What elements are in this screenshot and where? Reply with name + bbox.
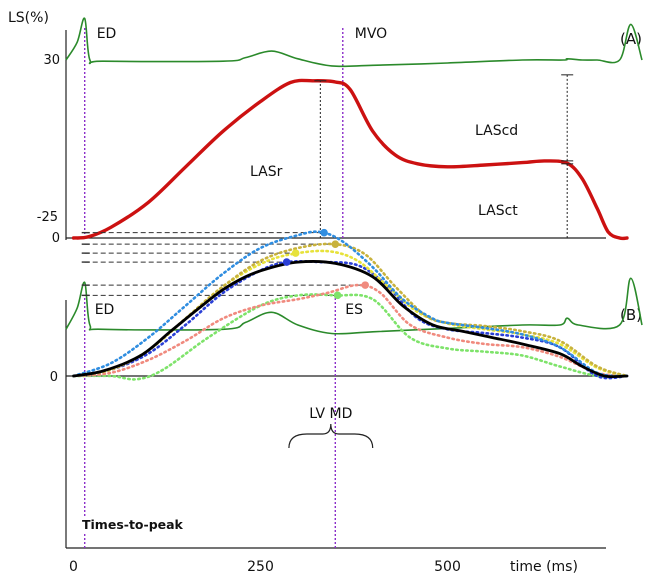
- panel-b-annotations: LV MD Times-to-peak: [78, 406, 374, 532]
- panel-a-ytick-label: 30: [43, 53, 60, 68]
- panel-b-peaks: [282, 228, 370, 300]
- segment-strain-line: [72, 260, 629, 380]
- panel-b-series: [72, 230, 629, 381]
- lv-md-brace: [288, 423, 374, 449]
- panel-b-ytick-label: 0: [50, 370, 58, 385]
- segment-strain-line: [72, 230, 629, 378]
- panel-b-marker-label: ED: [95, 302, 115, 318]
- panel-b-markers: ED ES: [84, 298, 363, 548]
- panel-a-measurements: LASr LAScd LASct: [250, 74, 574, 239]
- segment-strain-line: [72, 283, 629, 378]
- peak-marker: [333, 291, 342, 300]
- panel-a-strain-line: [71, 78, 629, 241]
- measurement-label: LAScd: [475, 123, 518, 139]
- panel-a-marker-label: ED: [97, 26, 117, 42]
- panel-a-yticks: 0 30: [43, 53, 60, 246]
- peak-marker: [282, 258, 291, 266]
- panel-b-xtick-label: 0: [69, 559, 78, 575]
- times-to-peak-label-bg: [78, 516, 196, 532]
- panel-b-yticks: 0 -25: [37, 210, 58, 385]
- peak-marker: [331, 240, 340, 248]
- segment-strain-line: [72, 293, 629, 381]
- panel-a-markers: ED MVO: [84, 26, 387, 240]
- panel-a-ecg: [65, 17, 643, 68]
- panel-b-xticks: 0 250 500: [69, 559, 461, 575]
- panel-a-strain: [71, 78, 629, 241]
- peak-marker: [291, 249, 300, 257]
- panel-b: (B) 0-25 0 250 500 ED ES LV MDTimes-to-peak…: [37, 210, 643, 575]
- lv-md-label: LV MD: [309, 406, 352, 422]
- panel-b-ytick-label: -25: [37, 210, 58, 225]
- panel-a-marker-label: MVO: [355, 26, 387, 42]
- panel-b-ecg: [65, 277, 643, 335]
- measurement-label: LASr: [250, 164, 283, 180]
- average-strain-line: [72, 260, 629, 379]
- panel-b-marker-label: ES: [345, 302, 363, 318]
- panel-b-xlabel: time (ms): [510, 559, 578, 575]
- measurement-label: LASct: [478, 203, 518, 219]
- panel-a-ytick-label: 0: [52, 231, 60, 246]
- panel-b-xtick-label: 250: [247, 559, 274, 575]
- panel-a-ecg-line: [65, 17, 643, 68]
- panel-b-axes: [65, 300, 606, 549]
- peak-marker: [361, 281, 370, 289]
- peak-marker: [320, 228, 328, 237]
- panel-a-axes: [65, 30, 606, 240]
- panel-b-xtick-label: 500: [434, 559, 461, 575]
- panel-b-ecg-line: [65, 277, 643, 335]
- panel-a-ylabel: LS(%): [8, 10, 49, 26]
- times-to-peak-label: Times-to-peak: [82, 517, 184, 532]
